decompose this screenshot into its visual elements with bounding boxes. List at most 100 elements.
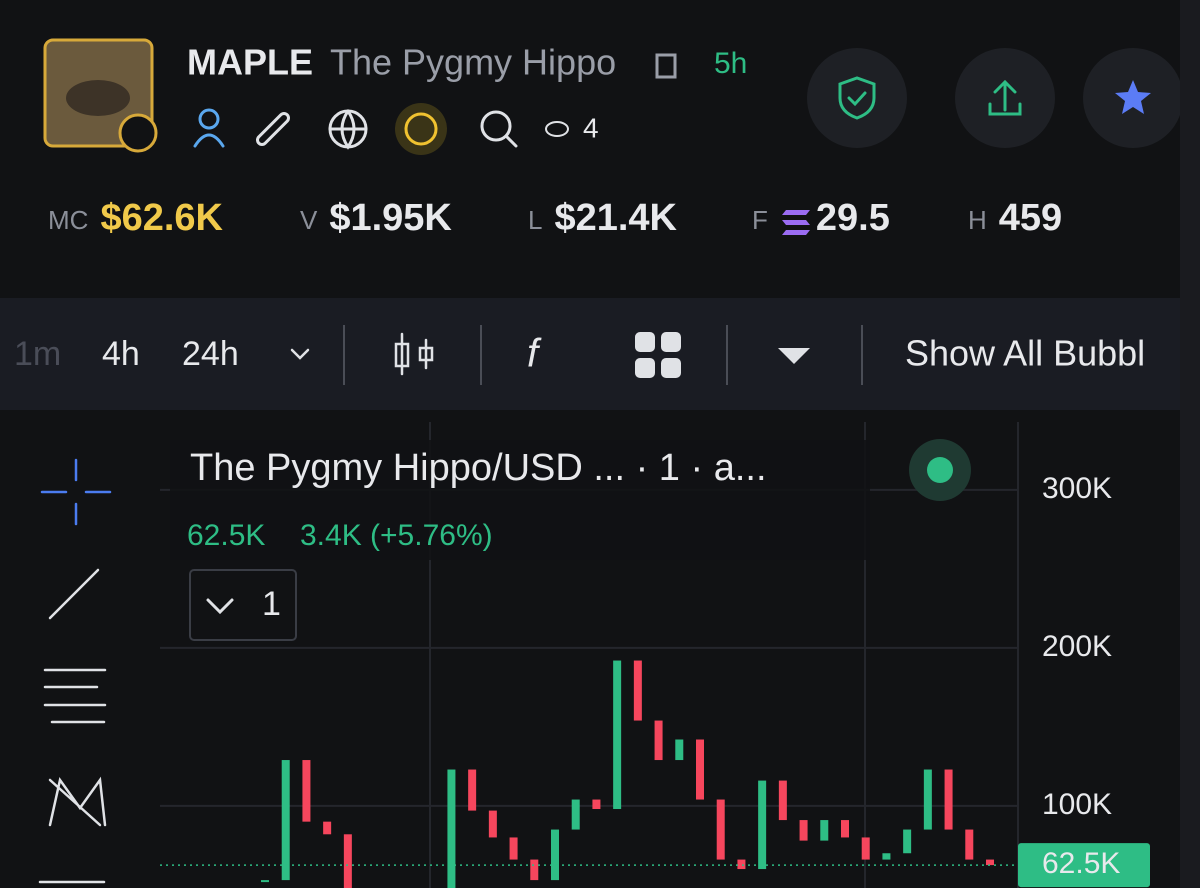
interval-tab[interactable]: 24h [182, 335, 239, 373]
interval-tab[interactable]: 4h [102, 335, 140, 373]
search-icon[interactable] [480, 110, 512, 142]
stat-value: $1.95K [329, 197, 452, 239]
star-icon [1115, 80, 1151, 114]
layout-icon[interactable] [635, 332, 681, 378]
candle-body [323, 821, 332, 835]
candle-body [488, 810, 497, 838]
toolbar [0, 298, 1180, 410]
candle-body [654, 720, 663, 761]
toolbar-dividers [343, 325, 863, 385]
fib-tool[interactable] [43, 668, 107, 724]
y-tick-label: 200K [1042, 630, 1112, 663]
candles [261, 660, 994, 888]
candle-body [447, 769, 456, 888]
interval-dropdown[interactable] [290, 348, 310, 360]
candle-body [530, 859, 539, 881]
stat-label: H [968, 205, 987, 235]
token-symbol: MAPLE [187, 42, 313, 83]
candle-body [923, 769, 932, 830]
candle-body [281, 760, 290, 881]
price-tag-label: 62.5K [1042, 847, 1120, 880]
interval-button[interactable] [189, 569, 297, 641]
candle-type-icon[interactable] [394, 332, 434, 376]
layout-cell [661, 358, 681, 378]
stat-value: $21.4K [554, 197, 677, 239]
stat-label: MC [48, 205, 88, 235]
token-age: 5h [714, 47, 747, 80]
pattern-tool[interactable] [48, 776, 107, 827]
more-dropdown[interactable] [778, 348, 810, 364]
candle-body [861, 837, 870, 860]
candle-body [675, 739, 684, 761]
candle-body [343, 834, 352, 888]
candle-body [882, 853, 891, 860]
shield-icon [838, 76, 876, 120]
stat-label: V [300, 205, 318, 235]
crosshair-tool[interactable] [40, 458, 112, 526]
search-handle [504, 134, 518, 148]
stats-row: MC $62.6K V $1.95K L $21.4K F 29.5 H 459 [48, 197, 1062, 239]
stat-value: 459 [999, 197, 1062, 239]
layout-cell [635, 358, 655, 378]
candle-body [571, 799, 580, 830]
candle-body [551, 829, 559, 881]
candle-body [778, 780, 787, 821]
candle-body [696, 739, 704, 800]
copy-icon[interactable] [655, 53, 677, 79]
watch-icon [545, 121, 569, 137]
drawing-tools [38, 458, 112, 884]
chart-title: The Pygmy Hippo/USD ... · 1 · a... [190, 447, 767, 489]
security-button[interactable] [807, 48, 907, 148]
candle-body [613, 660, 622, 810]
sol-icon [782, 210, 810, 235]
candle-body [716, 799, 725, 860]
candle-body [841, 820, 849, 838]
last-price: 62.5K [187, 519, 265, 552]
interval-tab[interactable]: 1m [14, 335, 61, 373]
price-change: 3.4K (+5.76%) [300, 519, 493, 552]
pill-badge [118, 113, 158, 153]
candle-body [592, 799, 601, 810]
candle-body [903, 829, 912, 854]
profile-icon[interactable] [198, 108, 220, 130]
link-icon-inner [259, 115, 287, 143]
dollar-bg[interactable] [395, 103, 447, 155]
layout-cell [661, 332, 681, 352]
interval-tabs: 1m 4h 24h [14, 335, 239, 373]
bubbles-toggle[interactable]: Show All Bubbl [905, 333, 1145, 374]
stat-value: $62.6K [100, 197, 223, 239]
share-icon [988, 79, 1022, 116]
candle-body [799, 820, 808, 841]
token-name: The Pygmy Hippo [330, 42, 616, 83]
status-dot [927, 457, 953, 483]
interval-value: 1 [262, 585, 281, 623]
price-tag [1018, 843, 1150, 888]
avatar-image [66, 80, 130, 116]
candle-body [737, 859, 746, 870]
social-icons: 4 [193, 103, 599, 155]
candle-body [633, 660, 642, 721]
candle-body [261, 880, 269, 883]
collapse-icon [206, 598, 234, 615]
candle-body [758, 780, 767, 870]
scrollbar-edge [1180, 0, 1200, 888]
price-chart: 100K 200K 300K 62.5K [160, 422, 1150, 888]
watcher-count: 4 [583, 112, 599, 143]
web-icon-lines [328, 109, 368, 150]
candle-body [509, 837, 518, 860]
candle-body [944, 769, 953, 830]
candle-body [820, 820, 829, 841]
stat-value: 29.5 [816, 197, 890, 239]
y-tick-label: 300K [1042, 472, 1112, 505]
candle-body [468, 769, 477, 811]
stat-label: L [528, 205, 542, 235]
y-tick-label: 100K [1042, 788, 1112, 821]
dollar-icon [404, 112, 438, 146]
trendline-tool[interactable] [48, 568, 100, 620]
candle-body [302, 760, 311, 822]
candle-body [965, 829, 974, 860]
stat-label: F [752, 205, 768, 235]
legend-bg [170, 440, 870, 560]
